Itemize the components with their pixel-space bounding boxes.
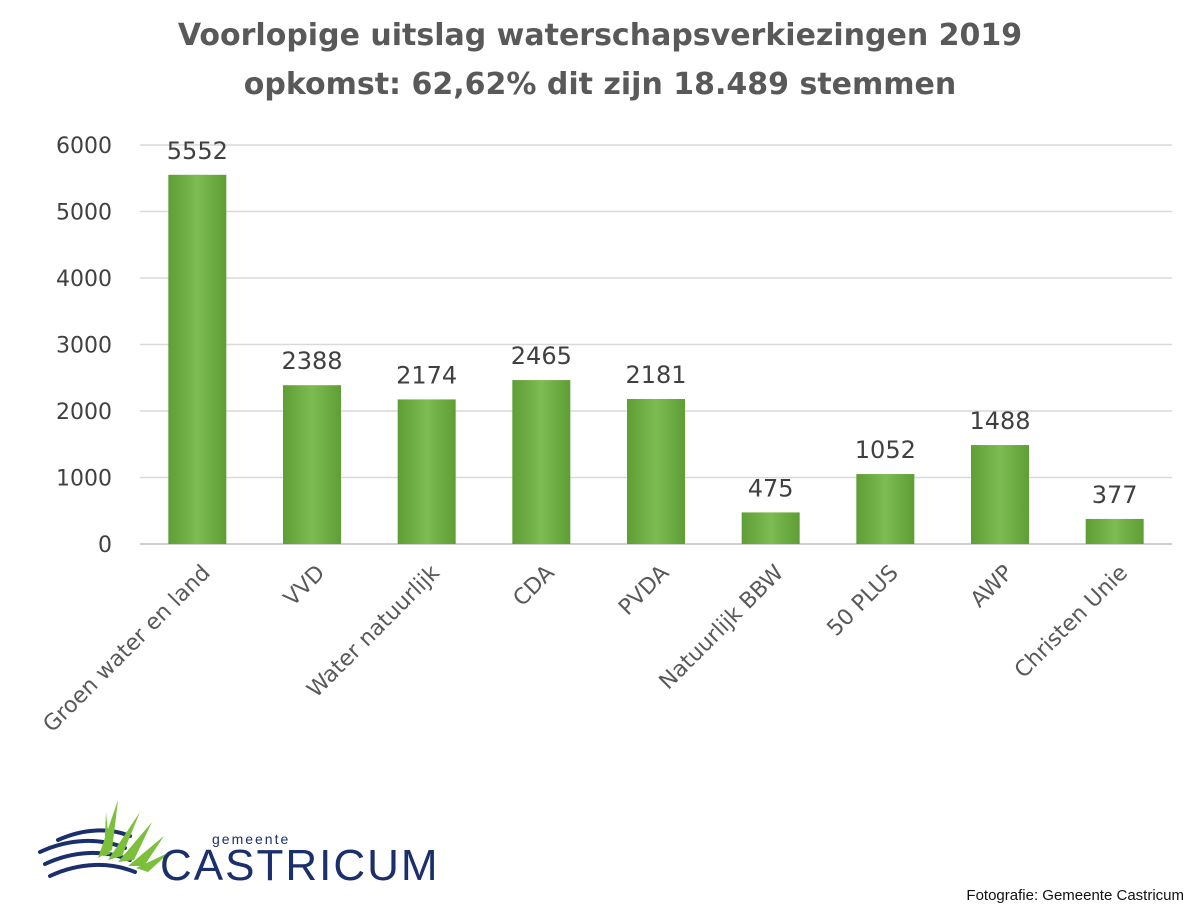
data-label: 2181 — [625, 361, 686, 389]
photo-credit: Fotografie: Gemeente Castricum — [966, 887, 1184, 904]
x-tick-label: Christen Unie — [1010, 561, 1133, 684]
bar — [397, 399, 456, 544]
logo-grass-icon — [98, 800, 170, 872]
logo-big-text: CASTRICUM — [160, 841, 440, 890]
data-label: 2388 — [281, 347, 342, 375]
chart-title: Voorlopige uitslag waterschapsverkiezing… — [178, 18, 1022, 53]
data-label: 1052 — [855, 436, 916, 464]
x-tick-label: Groen water en land — [39, 561, 216, 738]
x-tick-label: AWP — [966, 561, 1018, 613]
x-tick-label: CDA — [509, 561, 560, 612]
bar — [741, 512, 800, 544]
bar — [627, 398, 685, 544]
y-tick-label: 0 — [98, 533, 112, 558]
bar — [971, 445, 1029, 544]
data-label: 2174 — [396, 361, 457, 389]
y-tick-label: 3000 — [56, 334, 112, 359]
bar — [283, 385, 341, 544]
y-tick-label: 1000 — [56, 467, 112, 492]
x-tick-label: VVD — [279, 561, 330, 612]
y-tick-label: 6000 — [56, 134, 112, 159]
chart-subtitle: opkomst: 62,62% dit zijn 18.489 stemmen — [244, 67, 957, 102]
x-tick-label: 50 PLUS — [823, 561, 904, 642]
logo-waves-icon — [38, 828, 137, 878]
y-tick-label: 2000 — [56, 400, 112, 425]
data-label: 2465 — [511, 342, 572, 370]
data-labels: 5552 2388 2174 2465 2181 475 1052 1488 377 — [167, 137, 1138, 509]
data-label: 475 — [748, 474, 794, 502]
bars — [168, 174, 1144, 545]
bar — [1085, 518, 1144, 544]
data-label: 1488 — [969, 407, 1030, 435]
data-label: 5552 — [167, 137, 228, 165]
bar — [168, 174, 227, 545]
bar — [512, 380, 571, 544]
bar — [856, 474, 915, 544]
y-tick-label: 5000 — [56, 201, 112, 226]
logo-small-text: gemeente — [212, 831, 290, 847]
x-tick-label: Natuurlijk BBW — [655, 560, 789, 694]
x-tick-label: PVDA — [614, 561, 674, 621]
y-tick-label: 4000 — [56, 267, 112, 292]
castricum-logo: gemeente CASTRICUM — [38, 800, 440, 890]
data-label: 377 — [1092, 481, 1138, 509]
y-axis-ticks: 0 1000 2000 3000 4000 5000 6000 — [56, 134, 112, 558]
